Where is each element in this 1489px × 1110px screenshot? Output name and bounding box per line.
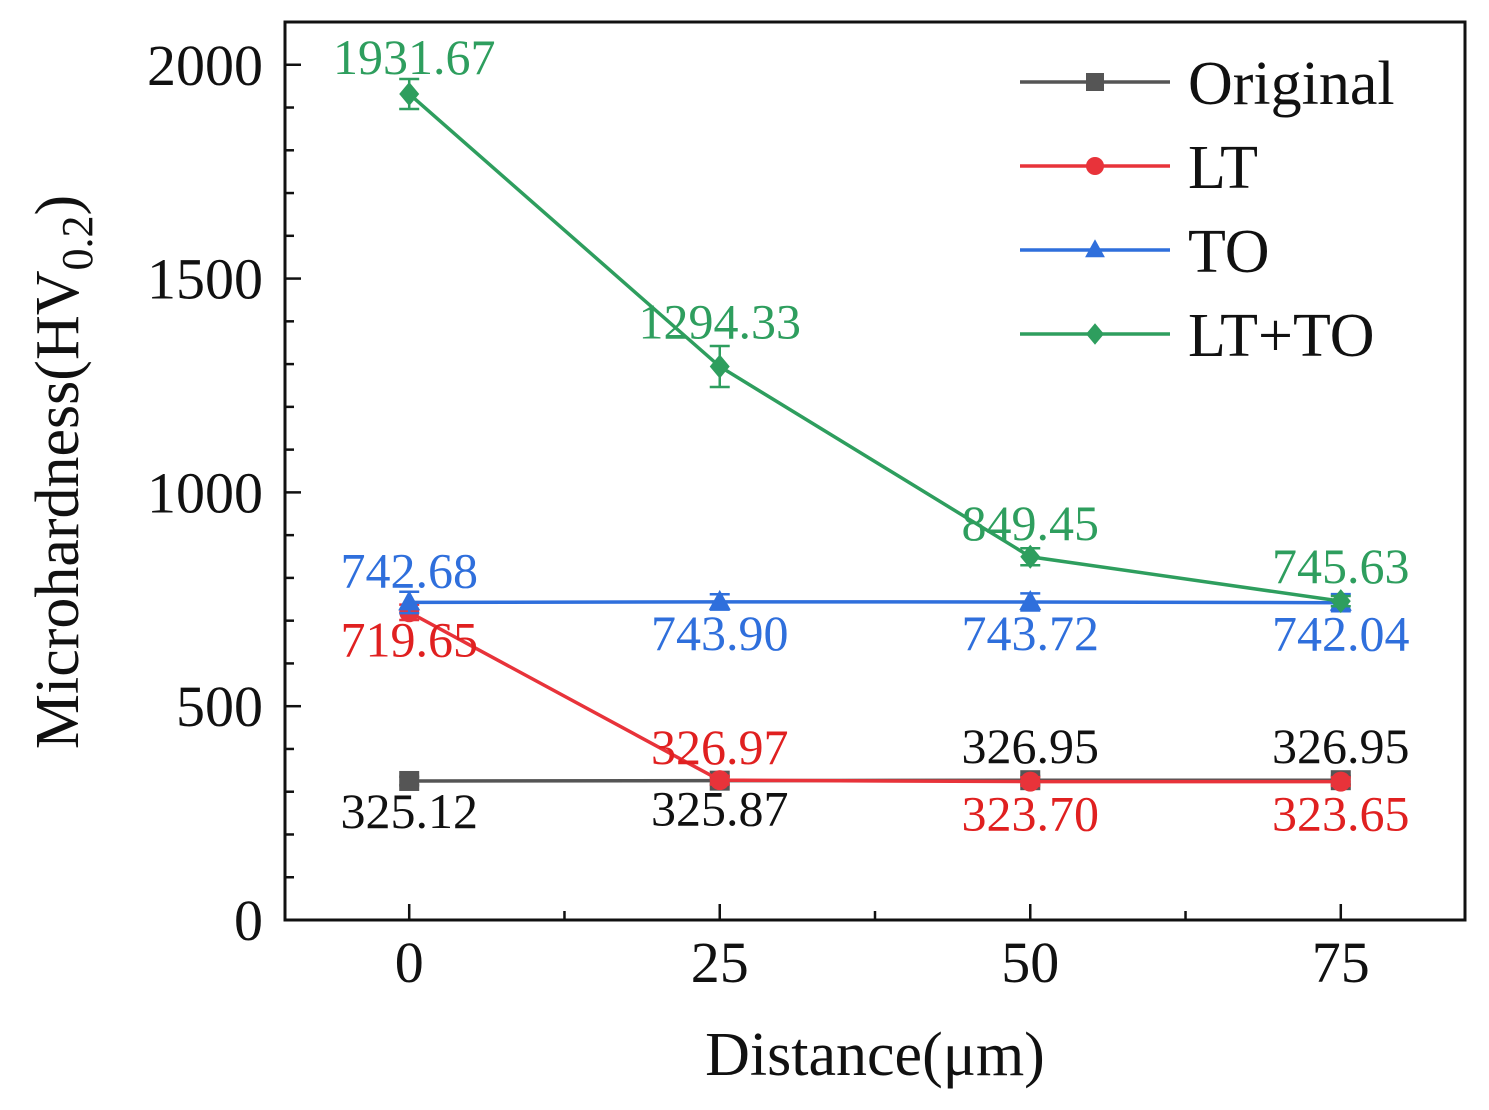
data-label: 325.12	[340, 783, 478, 839]
y-tick-label: 500	[176, 674, 263, 739]
data-point-diamond	[709, 354, 730, 379]
data-point-diamond	[399, 81, 420, 106]
series-line	[409, 600, 1341, 605]
data-point-circle	[1020, 771, 1041, 792]
legend-label: LT+TO	[1188, 302, 1375, 370]
legend-label: Original	[1188, 50, 1395, 118]
data-label: 1294.33	[638, 294, 801, 350]
legend-item-to: TO	[1020, 218, 1270, 286]
data-label: 745.63	[1272, 538, 1410, 594]
data-point-triangle	[1019, 589, 1042, 610]
data-point-diamond	[1330, 589, 1351, 614]
data-label: 325.87	[651, 781, 789, 837]
data-label: 323.65	[1272, 786, 1410, 842]
legend-item-original: Original	[1020, 50, 1395, 118]
data-label: 719.65	[340, 611, 478, 667]
y-tick-label: 1500	[147, 247, 263, 312]
legend: Original LT TO LT+TO	[1020, 50, 1395, 370]
y-axis-title: Microhardness(HV0.2)	[24, 195, 102, 749]
series-layer	[398, 77, 1352, 792]
data-label: 323.70	[962, 786, 1100, 842]
series-lt-to	[399, 77, 1351, 614]
y-axis-title-close: )	[24, 195, 92, 216]
series-to	[398, 589, 1352, 615]
data-point-circle	[1086, 157, 1104, 175]
data-label: 326.95	[1272, 718, 1410, 774]
x-tick-label: 0	[395, 930, 424, 995]
legend-item-lt: LT	[1020, 134, 1258, 202]
axes-layer: 0 500 1000 1500 2000 0 25 50 75	[147, 20, 1467, 995]
data-label: 849.45	[962, 495, 1100, 551]
data-label: 742.68	[340, 542, 478, 598]
x-tick-label: 50	[1001, 930, 1059, 995]
series-line	[408, 92, 1342, 603]
data-label: 743.72	[962, 605, 1100, 661]
data-point-triangle	[708, 589, 731, 610]
legend-item-lt-to: LT+TO	[1020, 302, 1375, 370]
data-point-diamond	[1020, 544, 1041, 569]
y-tick-label: 2000	[147, 33, 263, 98]
data-point-triangle	[1085, 239, 1105, 258]
data-label: 326.97	[651, 719, 789, 775]
data-point-triangle	[398, 590, 421, 611]
x-axis-title: Distance(μm)	[705, 1021, 1045, 1089]
y-axis-title-subscript: 0.2	[53, 216, 102, 271]
legend-label: TO	[1188, 218, 1270, 286]
data-point-square	[1086, 73, 1104, 91]
data-label-layer: 325.12 325.87 326.95 326.95 719.65 326.97 323.…	[333, 29, 1410, 842]
y-tick-label: 0	[234, 888, 263, 953]
legend-label: LT	[1188, 134, 1258, 202]
data-point-square	[399, 770, 420, 791]
series-lt	[399, 602, 1351, 792]
data-point-circle	[1330, 771, 1351, 792]
y-axis-title-main: Microhardness(HV	[24, 270, 92, 749]
y-tick-label: 1000	[147, 460, 263, 525]
data-label: 743.90	[651, 605, 789, 661]
data-point-diamond	[1086, 323, 1104, 345]
series-line	[408, 610, 1341, 784]
x-tick-label: 75	[1312, 930, 1370, 995]
data-point-circle	[709, 770, 730, 791]
data-label: 326.95	[962, 718, 1100, 774]
x-tick-label: 25	[691, 930, 749, 995]
data-label: 742.04	[1272, 606, 1410, 662]
data-label: 1931.67	[333, 29, 496, 85]
